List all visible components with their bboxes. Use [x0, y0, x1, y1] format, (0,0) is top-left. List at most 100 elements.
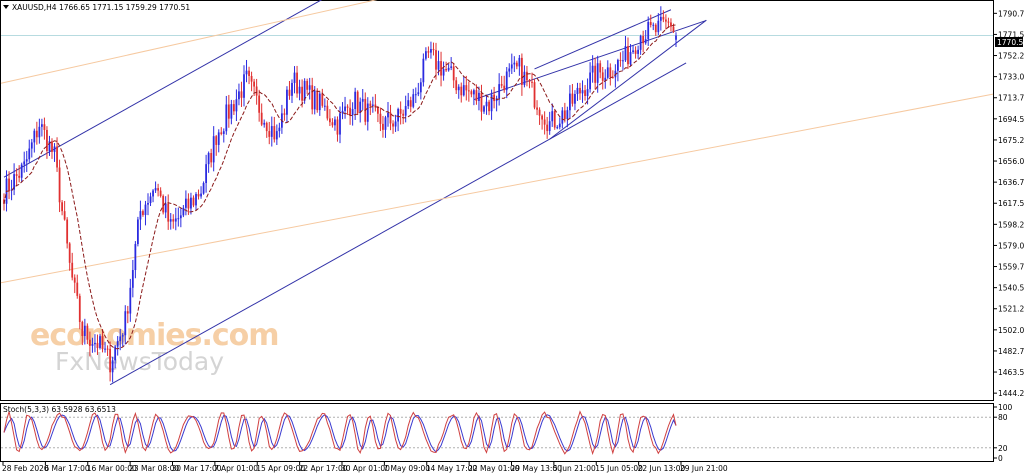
candle-body [139, 211, 142, 220]
stoch-signal-line [3, 414, 677, 453]
candle-body [154, 188, 157, 191]
candle-body [480, 92, 483, 112]
candle-body [73, 277, 76, 283]
candle-body [111, 360, 114, 373]
candle-body [265, 122, 268, 132]
candle-body [437, 61, 440, 70]
candle-body [594, 65, 597, 83]
time-tick-label: 29 Jun 21:00 [680, 464, 728, 473]
candle-body [531, 81, 533, 83]
price-tick-label: 1617.50 [998, 199, 1024, 208]
candle-body [253, 81, 256, 87]
candle-body [243, 74, 245, 98]
time-tick-label: 15 Jun 05:00 [595, 464, 643, 473]
candle-body [129, 287, 132, 314]
candle-body [447, 67, 450, 71]
current-price-marker: 1770.51 [995, 37, 1024, 47]
candle-body [460, 86, 463, 96]
time-tick-label: 29 May 13:00 [511, 464, 563, 473]
candle-body [207, 153, 210, 165]
candle-body [142, 211, 144, 215]
candle-body [53, 146, 56, 152]
candle-body [409, 100, 412, 107]
candle-body [270, 126, 273, 137]
time-tick-label: 7 May 09:00 [383, 464, 430, 473]
candle-body [78, 295, 81, 322]
time-tick-label: 7 Apr 01:00 [214, 464, 258, 473]
candle-body [260, 112, 263, 125]
candle-body [248, 70, 250, 76]
candle-body [551, 111, 554, 122]
price-tick-label: 1444.25 [998, 389, 1024, 398]
time-tick-label: 16 Mar 00:00 [87, 464, 137, 473]
candle-body [520, 57, 523, 85]
candle-body [417, 92, 420, 95]
time-tick-label: 30 Mar 17:00 [172, 464, 222, 473]
candle-body [238, 91, 240, 100]
candle-body [202, 183, 205, 194]
time-tick-label: 22 Apr 17:00 [299, 464, 348, 473]
candle-body [568, 93, 571, 111]
candle-body [450, 66, 453, 68]
outer-channel-upper [0, 0, 378, 84]
candle-body [659, 16, 662, 21]
candle-body [349, 107, 352, 115]
candle-body [376, 107, 379, 114]
dropdown-triangle-icon[interactable] [3, 5, 9, 9]
candle-body [675, 35, 677, 40]
candle-body [192, 197, 195, 206]
candle-body [427, 51, 430, 53]
candle-body [339, 113, 341, 135]
candle-body [624, 46, 627, 61]
candle-body [490, 94, 493, 112]
candle-body [293, 72, 296, 83]
candle-body [392, 123, 394, 127]
candle-body [230, 104, 233, 119]
candle-body [432, 49, 435, 51]
candle-body [301, 86, 304, 101]
candle-body [99, 336, 101, 348]
candle-body [172, 219, 175, 222]
candle-body [606, 67, 609, 78]
candle-body [475, 90, 478, 101]
candle-body [558, 123, 561, 128]
candle-body [382, 123, 384, 130]
current-price-label: 1770.51 [997, 38, 1024, 47]
candle-body [379, 113, 382, 124]
short-channel-lower [549, 19, 707, 140]
candle-body [210, 153, 213, 163]
candle-body [609, 67, 612, 77]
candle-body [124, 311, 127, 336]
candle-body [126, 311, 129, 314]
time-tick-label: 23 Mar 08:00 [129, 464, 179, 473]
candle-body [308, 85, 311, 90]
price-tick-label: 1771.50 [998, 30, 1024, 39]
candle-body [8, 178, 10, 191]
candle-body [662, 16, 665, 20]
candle-body [184, 198, 187, 208]
candle-body [61, 202, 64, 212]
stoch-plot-frame [0, 403, 994, 462]
candle-body [56, 146, 58, 168]
price-tick-label: 1579.00 [998, 241, 1024, 250]
candle-body [81, 321, 84, 337]
candle-body [174, 218, 177, 222]
candle-body [296, 72, 298, 94]
candle-body [639, 35, 642, 50]
candle-body [576, 87, 579, 95]
candle-body [670, 22, 672, 27]
candle-body [541, 115, 544, 120]
moving-average [3, 24, 677, 350]
candle-body [268, 131, 271, 137]
candle-body [500, 84, 503, 86]
candle-body [131, 270, 134, 288]
candle-body [167, 203, 170, 222]
candle-body [114, 346, 117, 361]
candle-body [596, 63, 599, 83]
candle-body [589, 72, 592, 90]
candle-body [351, 109, 354, 115]
candle-body [604, 77, 607, 81]
candle-body [470, 91, 473, 95]
